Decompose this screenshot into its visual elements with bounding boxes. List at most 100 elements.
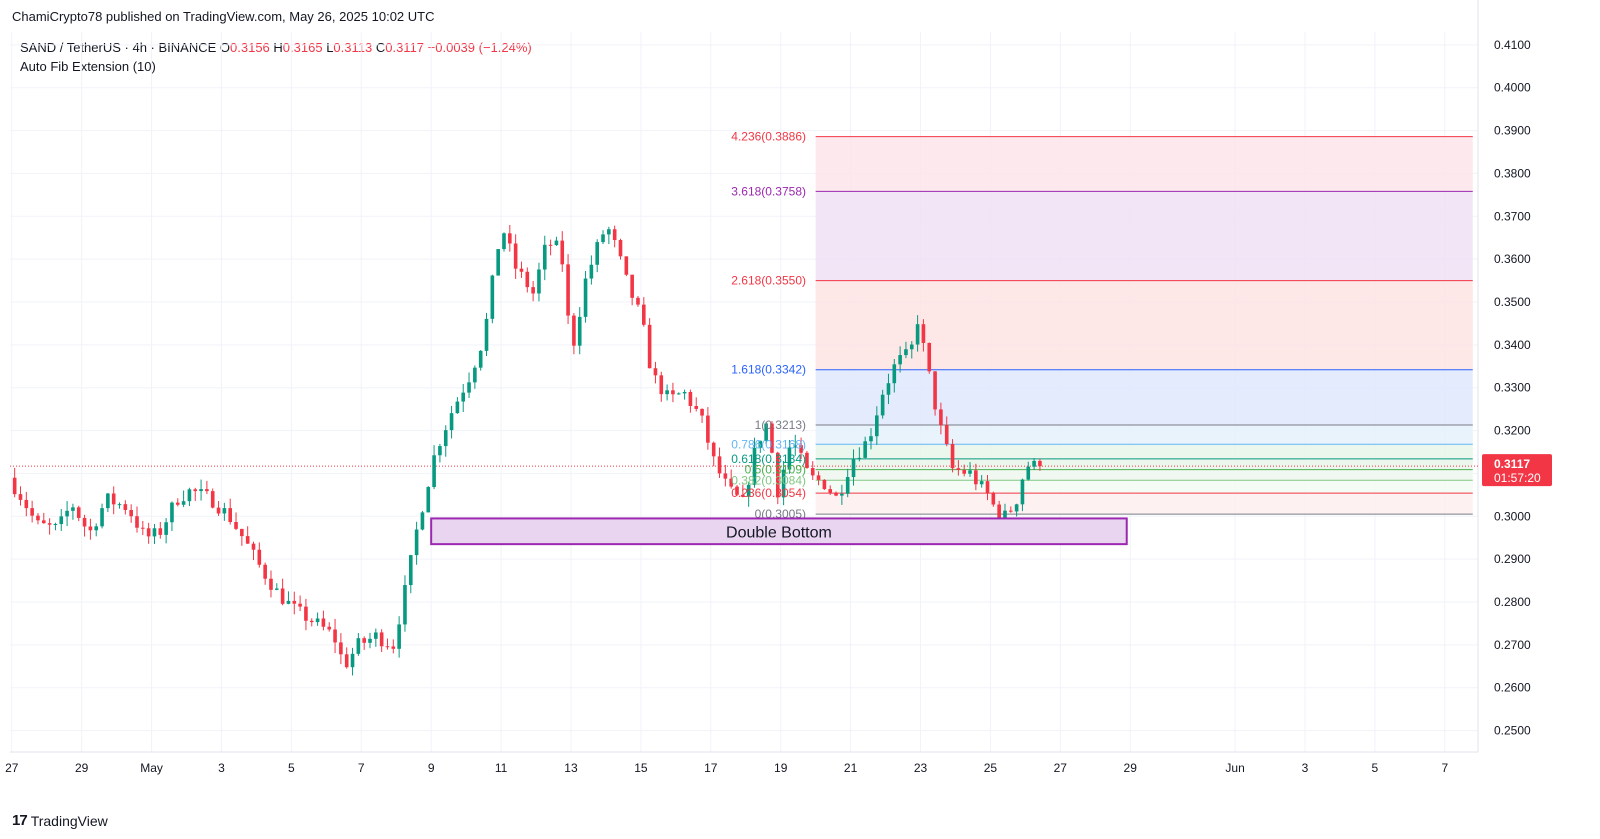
- candle-body[interactable]: [531, 287, 535, 294]
- candle-body[interactable]: [210, 491, 215, 508]
- candle-body[interactable]: [997, 504, 1001, 523]
- candle-body[interactable]: [694, 406, 699, 409]
- candle-body[interactable]: [304, 606, 308, 621]
- candle-body[interactable]: [886, 383, 891, 395]
- candle-body[interactable]: [193, 489, 198, 492]
- candle-body[interactable]: [71, 507, 75, 511]
- candle-body[interactable]: [181, 501, 186, 505]
- last-price-tag[interactable]: [1482, 454, 1552, 487]
- candle-body[interactable]: [589, 264, 594, 279]
- candle-body[interactable]: [350, 653, 355, 668]
- candle-body[interactable]: [898, 355, 902, 365]
- candle-body[interactable]: [950, 444, 955, 469]
- candle-body[interactable]: [286, 600, 291, 604]
- candle-body[interactable]: [461, 392, 466, 402]
- candle-body[interactable]: [851, 459, 856, 478]
- candle-body[interactable]: [391, 646, 396, 649]
- candle-body[interactable]: [449, 413, 454, 431]
- candle-body[interactable]: [106, 493, 110, 509]
- candle-body[interactable]: [793, 445, 798, 448]
- candle-body[interactable]: [612, 229, 617, 241]
- candle-body[interactable]: [758, 440, 763, 448]
- candle-body[interactable]: [199, 489, 203, 492]
- candle-body[interactable]: [845, 477, 850, 494]
- candle-body[interactable]: [688, 392, 693, 407]
- candle-body[interactable]: [117, 504, 122, 506]
- indicator-legend[interactable]: Auto Fib Extension (10): [20, 59, 156, 74]
- candle-body[interactable]: [647, 324, 652, 369]
- double-bottom-box[interactable]: [430, 517, 1128, 546]
- candle-body[interactable]: [676, 393, 681, 395]
- candle-body[interactable]: [572, 315, 576, 346]
- candle-body[interactable]: [344, 654, 349, 668]
- candle-body[interactable]: [542, 244, 547, 270]
- candle-body[interactable]: [59, 516, 64, 525]
- candle-body[interactable]: [216, 507, 221, 514]
- candle-body[interactable]: [280, 588, 285, 604]
- candle-body[interactable]: [379, 632, 384, 647]
- candle-body[interactable]: [12, 477, 17, 495]
- candle-body[interactable]: [775, 452, 780, 498]
- candle-body[interactable]: [1003, 510, 1007, 523]
- candle-body[interactable]: [414, 529, 419, 556]
- candle-body[interactable]: [641, 304, 646, 325]
- candle-body[interactable]: [577, 316, 582, 346]
- candle-body[interactable]: [723, 473, 728, 479]
- candle-body[interactable]: [432, 455, 436, 488]
- candle-body[interactable]: [700, 408, 704, 416]
- candle-body[interactable]: [298, 603, 302, 607]
- candle-body[interactable]: [939, 409, 943, 426]
- candle-body[interactable]: [234, 522, 238, 529]
- candle-body[interactable]: [257, 549, 262, 565]
- candle-body[interactable]: [309, 620, 314, 623]
- candle-body[interactable]: [711, 442, 716, 457]
- candle-body[interactable]: [30, 508, 34, 516]
- candle-body[interactable]: [240, 528, 244, 537]
- candle-body[interactable]: [828, 489, 833, 493]
- candle-body[interactable]: [438, 446, 442, 456]
- candle-body[interactable]: [76, 507, 81, 518]
- candle-body[interactable]: [100, 508, 104, 527]
- candle-body[interactable]: [327, 626, 332, 630]
- candle-body[interactable]: [484, 318, 489, 351]
- candle-body[interactable]: [915, 324, 920, 345]
- candle-body[interactable]: [374, 632, 378, 639]
- candle-body[interactable]: [36, 515, 40, 521]
- candle-body[interactable]: [123, 504, 128, 511]
- candle-body[interactable]: [292, 600, 297, 604]
- candle-body[interactable]: [653, 368, 658, 376]
- candle-body[interactable]: [822, 479, 827, 490]
- candle-body[interactable]: [869, 436, 873, 442]
- candle-body[interactable]: [787, 447, 792, 470]
- candle-body[interactable]: [857, 457, 862, 460]
- candle-body[interactable]: [24, 499, 29, 509]
- candle-body[interactable]: [904, 349, 908, 356]
- candle-body[interactable]: [408, 555, 413, 586]
- candle-body[interactable]: [583, 278, 588, 317]
- candle-body[interactable]: [443, 430, 448, 447]
- candle-body[interactable]: [933, 371, 937, 410]
- candle-body[interactable]: [1008, 510, 1013, 512]
- candle-body[interactable]: [205, 489, 209, 492]
- candle-body[interactable]: [944, 425, 949, 445]
- candle-body[interactable]: [478, 350, 483, 368]
- candle-body[interactable]: [671, 390, 675, 395]
- candle-body[interactable]: [810, 468, 815, 476]
- candle-body[interactable]: [636, 297, 640, 305]
- candle-body[interactable]: [141, 527, 145, 529]
- candle-body[interactable]: [863, 441, 867, 458]
- candle-body[interactable]: [805, 452, 809, 469]
- candle-body[interactable]: [770, 423, 774, 453]
- candle-body[interactable]: [741, 494, 745, 497]
- candle-body[interactable]: [385, 646, 390, 648]
- candle-body[interactable]: [519, 268, 524, 272]
- symbol-legend[interactable]: SAND / TetherUS · 4h · BINANCE O0.3156 H…: [20, 40, 532, 55]
- candle-body[interactable]: [624, 256, 629, 275]
- candle-body[interactable]: [665, 390, 669, 395]
- candle-body[interactable]: [781, 469, 786, 498]
- candle-body[interactable]: [47, 523, 52, 525]
- candle-body[interactable]: [403, 585, 407, 625]
- candle-body[interactable]: [53, 524, 58, 526]
- candle-body[interactable]: [228, 508, 233, 523]
